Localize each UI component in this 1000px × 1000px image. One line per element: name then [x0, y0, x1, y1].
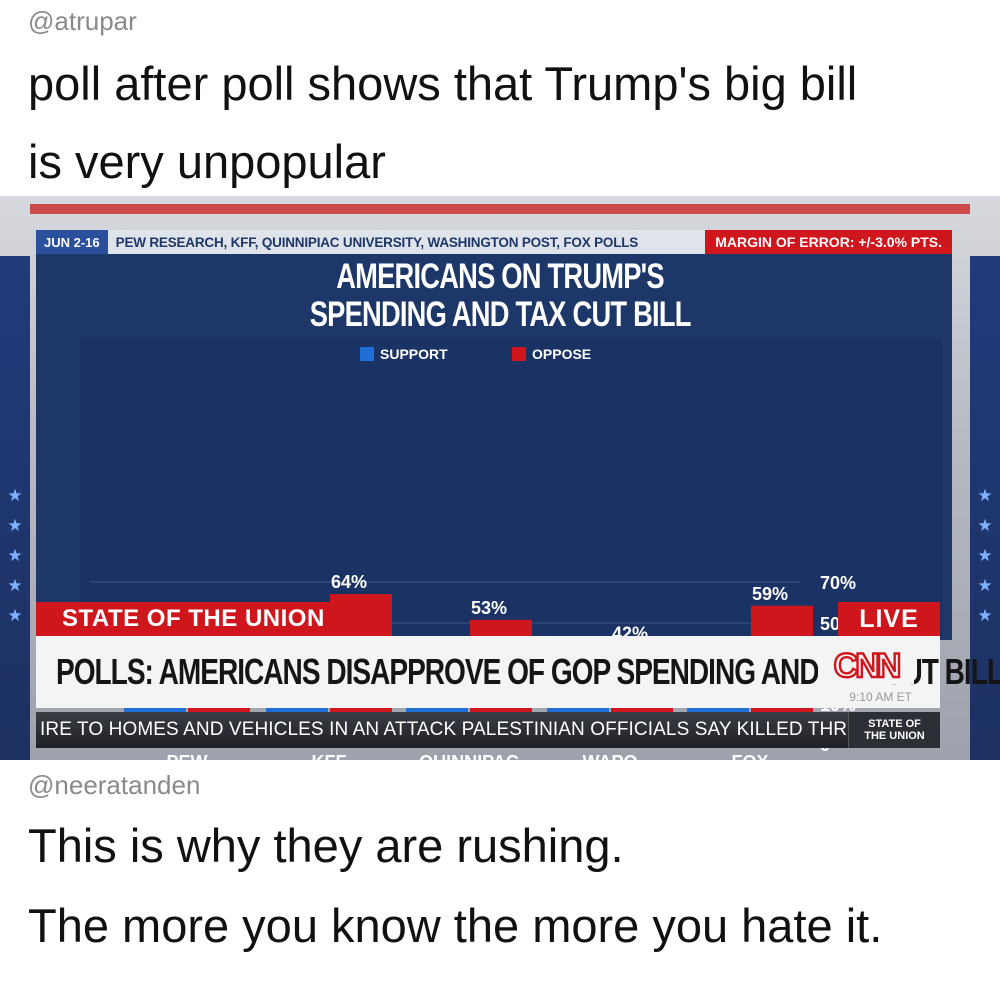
star-icon: ★: [977, 606, 993, 626]
studio-top-stripe: [30, 204, 970, 214]
legend-swatch-support: [360, 347, 374, 361]
star-icon: ★: [7, 576, 23, 596]
top-tweet-text-line-1: poll after poll shows that Trump's big b…: [28, 57, 858, 110]
data-label: 53%: [471, 598, 507, 618]
poll-date-range: JUN 2-16: [36, 230, 108, 254]
broadcast-time: 9:10 AM ET: [849, 690, 912, 704]
bottom-tweet-handle[interactable]: @neeratanden: [28, 770, 201, 800]
graphic-title: AMERICANS ON TRUMP'S SPENDING AND TAX CU…: [90, 256, 910, 336]
category-label-quinnipac: QUINNIPAC: [419, 752, 519, 760]
crawl-text: IRE TO HOMES AND VEHICLES IN AN ATTACK P…: [40, 719, 848, 740]
source-ticker: JUN 2-16 PEW RESEARCH, KFF, QUINNIPIAC U…: [36, 230, 952, 254]
legend-item-support: SUPPORT: [360, 346, 448, 362]
legend-swatch-oppose: [512, 347, 526, 361]
bottom-tweet-text-line-2: The more you know the more you hate it.: [28, 899, 883, 952]
poll-sources: PEW RESEARCH, KFF, QUINNIPIAC UNIVERSITY…: [115, 234, 639, 250]
stars-decoration-left: ★ ★ ★ ★ ★: [0, 488, 30, 625]
crawl-show-brand: STATE OF THE UNION: [848, 712, 940, 748]
star-icon: ★: [7, 546, 23, 566]
crawl-brand-line-1: STATE OF: [868, 718, 921, 730]
studio-side-panel-right: [970, 256, 1000, 760]
tv-broadcast-image: ★ ★ ★ ★ ★ ★ ★ ★ ★ ★ JUN 2-16 PEW RESEARCH, KFF, …: [0, 196, 1000, 760]
category-label-kff: KFF: [312, 752, 347, 760]
graphic-title-line-1: AMERICANS ON TRUMP'S: [336, 257, 664, 296]
category-label-fox: FOX: [731, 752, 768, 760]
cnn-logo: CNN: [818, 646, 914, 684]
legend-item-oppose: OPPOSE: [512, 346, 591, 362]
bottom-tweet-text-line-1: This is why they are rushing.: [28, 819, 624, 872]
star-icon: ★: [7, 516, 23, 536]
top-tweet-handle[interactable]: @atrupar: [28, 6, 137, 36]
live-badge: LIVE: [838, 602, 940, 636]
margin-of-error: MARGIN OF ERROR: +/-3.0% PTS.: [705, 230, 952, 254]
y-tick-label: 70%: [820, 573, 856, 593]
legend-label-oppose: OPPOSE: [532, 346, 592, 362]
news-crawl: IRE TO HOMES AND VEHICLES IN AN ATTACK P…: [36, 712, 940, 748]
star-icon: ★: [977, 546, 993, 566]
cnn-logo-text: CNN: [834, 647, 900, 684]
star-icon: ★: [977, 486, 993, 506]
headline-bar: POLLS: AMERICANS DISAPPROVE OF GOP SPEND…: [36, 636, 1000, 708]
star-icon: ★: [977, 576, 993, 596]
star-icon: ★: [977, 516, 993, 536]
studio-side-panel-left: [0, 256, 30, 760]
category-label-wapo: WAPO: [582, 752, 637, 760]
star-icon: ★: [7, 486, 23, 506]
star-icon: ★: [7, 606, 23, 626]
crawl-brand-line-2: THE UNION: [864, 730, 925, 742]
category-label-pew: PEW: [166, 752, 207, 760]
legend-label-support: SUPPORT: [380, 346, 448, 362]
data-label: 59%: [752, 584, 788, 604]
show-name-banner: STATE OF THE UNION: [36, 602, 345, 636]
chart-background: [80, 338, 942, 638]
data-label: 64%: [331, 572, 367, 592]
graphic-title-line-2: SPENDING AND TAX CUT BILL: [309, 295, 692, 334]
top-tweet-text-line-2: is very unpopular: [28, 135, 386, 188]
stars-decoration-right: ★ ★ ★ ★ ★: [970, 488, 1000, 625]
